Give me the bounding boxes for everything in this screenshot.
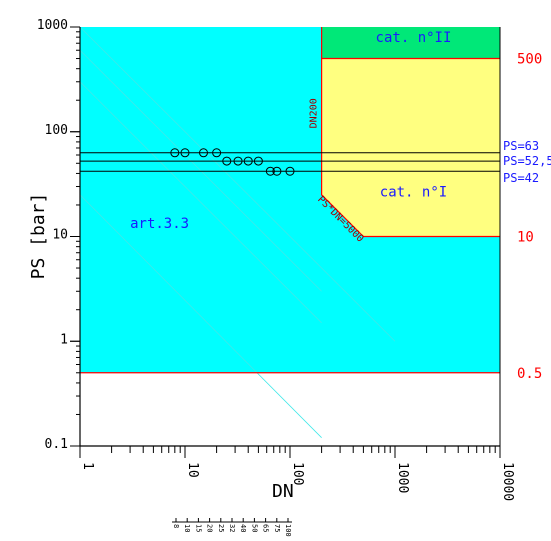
right-label-500: 500 (517, 52, 542, 68)
data-point (272, 166, 282, 176)
data-point (180, 148, 190, 158)
region-label-cat2: cat. n°II (376, 30, 452, 46)
y-axis-title: PS [bar] (28, 193, 49, 280)
y-tick-label: 1000 (37, 18, 68, 33)
data-point (253, 156, 263, 166)
region-label-art33: art.3.3 (130, 216, 189, 232)
right-label-10: 10 (517, 230, 534, 246)
pressure-label: PS=42 (503, 171, 539, 185)
data-point (198, 148, 208, 158)
mini-scale-label: 40 (239, 524, 247, 532)
region-label-cat1: cat. n°I (380, 185, 447, 201)
data-point (222, 156, 232, 166)
y-tick-label: 100 (45, 123, 68, 138)
region-cat2 (321, 27, 500, 59)
mini-scale-label: 32 (228, 524, 236, 532)
mini-scale-label: 65 (262, 524, 270, 532)
guide-line (79, 26, 396, 342)
guide-line (79, 81, 322, 324)
pressure-label: PS=63 (503, 139, 539, 153)
region-cat1 (321, 58, 500, 237)
data-point (212, 148, 222, 158)
mini-scale-label: 20 (206, 524, 214, 532)
y-tick-label: 10 (52, 228, 68, 243)
boundary-cat1 (321, 27, 500, 238)
x-axis-title: DN (272, 481, 294, 502)
pressure-label: PS=52,5 (503, 154, 551, 168)
pressure-lines (80, 152, 500, 172)
data-point (243, 156, 253, 166)
data-point (285, 166, 295, 176)
mini-scale-label: 25 (217, 524, 225, 532)
data-points (170, 148, 295, 176)
data-point (265, 166, 275, 176)
ticks: 1000 100 10 1 0.1 1 10 100 1000 10000 (37, 18, 515, 501)
dn200-annotation: DN200 (309, 98, 320, 128)
guide-line (79, 194, 322, 438)
data-point (233, 156, 243, 166)
x-tick-label: 100 (290, 462, 305, 485)
y-tick-label: 1 (60, 332, 68, 347)
x-tick-label: 10000 (500, 462, 515, 501)
mini-scale-label: 10 (183, 524, 191, 532)
data-point (170, 148, 180, 158)
right-label-05: 0.5 (517, 366, 542, 382)
y-tick-label: 0.1 (45, 437, 68, 452)
x-tick-label: 1000 (395, 462, 410, 493)
x-tick-label: 1 (80, 462, 95, 470)
mini-scale-label: 75 (273, 524, 281, 532)
mini-scale-label: 100 (284, 524, 292, 537)
mini-scale-label: 15 (194, 524, 202, 532)
dn-mini-scale: 8 10 15 20 25 32 40 50 65 75 100 (172, 518, 292, 537)
mini-scale-label: 8 (172, 524, 180, 528)
regions (79, 26, 500, 438)
x-tick-label: 10 (185, 462, 200, 478)
mini-scale-label: 50 (250, 524, 258, 532)
